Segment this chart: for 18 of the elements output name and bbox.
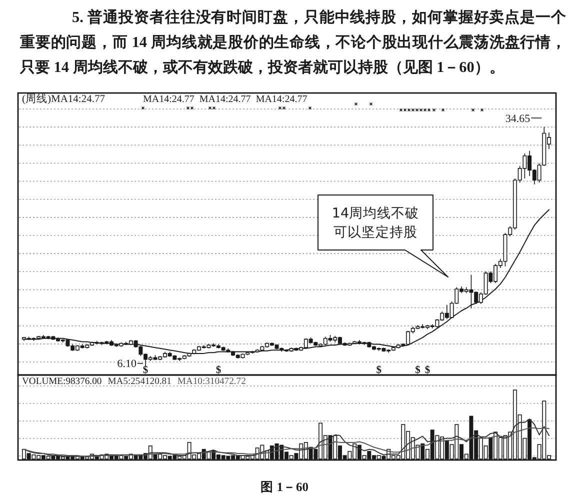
caption: 图 1－60 [260, 480, 308, 494]
text: 5. 普通投资者往往没有时间盯盘，只能中线持股，如何掌握好卖点是一个重要的问题，而 14 周均线就是股价的生命线，不论个股出现什么震荡洗盘行情，只要 14 周均线不破，或不有效跌破，投资者就可以持股（见图 1－60）。 [20, 8, 566, 78]
chart-subtitle: (周线) [22, 92, 52, 105]
text: MA14:24.77 [51, 94, 105, 105]
text: MA5:254120.81 [108, 376, 172, 387]
annotation: $ [376, 365, 382, 376]
text: VOLUME:98376.00 [22, 376, 102, 387]
annotation: $ [415, 365, 420, 376]
text: MA14:24.77 [143, 94, 194, 105]
text: MA14:24.77 [256, 94, 308, 105]
text: MA10:310472.72 [177, 376, 246, 387]
annotation: 14周均线不破可以坚定持股 [332, 206, 420, 240]
text: MA14:24.77 [199, 94, 251, 105]
annotation: $ [216, 365, 222, 376]
annotation: 6.10 [117, 358, 138, 370]
annotation: $ [142, 365, 148, 376]
text: 34.65 [505, 113, 531, 125]
annotation: $ [424, 365, 430, 376]
